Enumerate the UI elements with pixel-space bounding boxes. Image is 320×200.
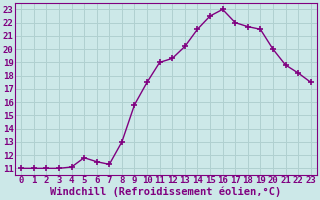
X-axis label: Windchill (Refroidissement éolien,°C): Windchill (Refroidissement éolien,°C) [50,187,282,197]
